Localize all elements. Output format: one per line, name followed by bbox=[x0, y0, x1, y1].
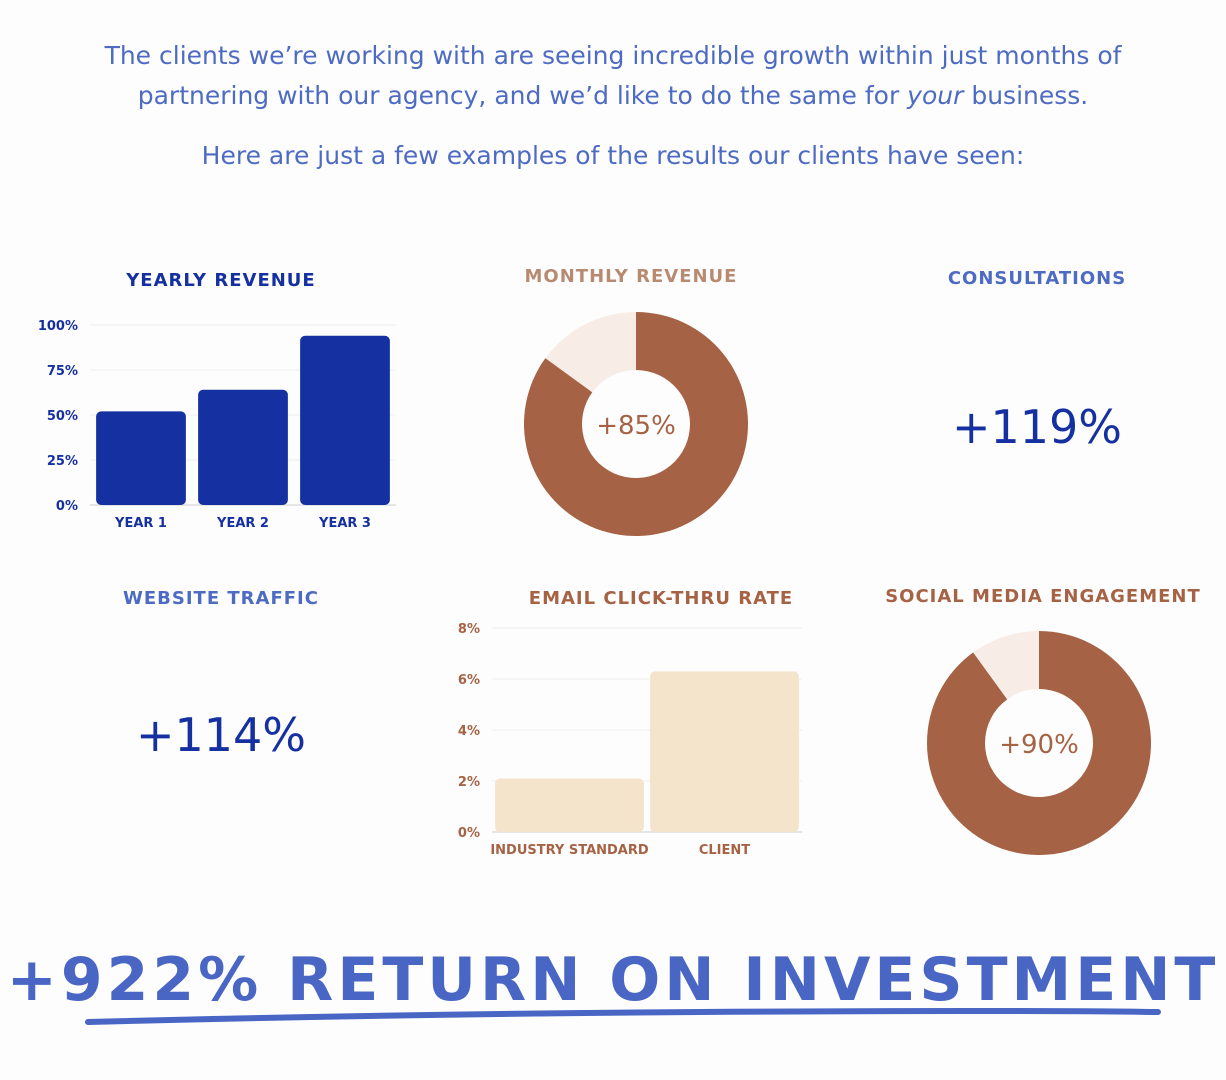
donut-slice-2 bbox=[973, 631, 1039, 700]
consultations-title: CONSULTATIONS bbox=[947, 268, 1127, 289]
monthly-revenue-title: MONTHLY REVENUE bbox=[524, 266, 738, 287]
y-tick-label: 4% bbox=[458, 724, 480, 739]
intro-line-1: The clients we’re working with are seein… bbox=[104, 41, 1122, 70]
roi-underline bbox=[85, 1008, 1161, 1025]
bar-3 bbox=[300, 335, 390, 505]
social-engagement-donut: +90% bbox=[927, 631, 1151, 855]
roi-headline: +922% RETURN ON INVESTMENT bbox=[6, 945, 1220, 1015]
email-ctr-chart: 0% 2% 4% 6% 8% INDUSTRY STANDARD CLIENT bbox=[458, 622, 802, 858]
x-category-label: INDUSTRY STANDARD bbox=[490, 843, 649, 858]
x-category-label: YEAR 1 bbox=[114, 516, 167, 531]
x-category-label: CLIENT bbox=[699, 843, 750, 858]
y-tick-label: 25% bbox=[47, 454, 78, 469]
y-tick-label: 8% bbox=[458, 622, 480, 637]
consultations-value: +119% bbox=[951, 400, 1123, 454]
monthly-revenue-donut: +85% bbox=[524, 312, 748, 536]
donut-slice-1 bbox=[927, 631, 1151, 855]
intro-emphasis: your bbox=[907, 81, 964, 110]
email-ctr-title: EMAIL CLICK-THRU RATE bbox=[528, 588, 794, 609]
y-tick-label: 50% bbox=[47, 409, 78, 424]
x-category-label: YEAR 2 bbox=[216, 516, 269, 531]
intro-line-2: partnering with our agency, and we’d lik… bbox=[137, 81, 1089, 110]
y-tick-label: 0% bbox=[56, 499, 78, 514]
yearly-revenue-title: YEARLY REVENUE bbox=[126, 270, 316, 291]
y-tick-label: 0% bbox=[458, 826, 480, 841]
y-tick-label: 100% bbox=[38, 319, 78, 334]
donut-center-label: +90% bbox=[999, 730, 1079, 760]
donut-slice-1 bbox=[524, 312, 748, 536]
yearly-revenue-chart: 0% 25% 50% 75% 100% YEAR 1 YEAR 2 YEAR 3 bbox=[38, 319, 396, 531]
bar-2 bbox=[198, 389, 288, 505]
social-engagement-title: SOCIAL MEDIA ENGAGEMENT bbox=[885, 586, 1201, 607]
y-tick-label: 6% bbox=[458, 673, 480, 688]
donut-center-label: +85% bbox=[596, 411, 676, 441]
website-traffic-value: +114% bbox=[135, 708, 307, 762]
y-tick-label: 75% bbox=[47, 364, 78, 379]
donut-slice-2 bbox=[545, 312, 636, 393]
bar-1 bbox=[495, 778, 644, 832]
intro-line-3: Here are just a few examples of the resu… bbox=[201, 141, 1025, 170]
bar-2 bbox=[650, 671, 799, 832]
x-category-label: YEAR 3 bbox=[318, 516, 371, 531]
y-tick-label: 2% bbox=[458, 775, 480, 790]
website-traffic-title: WEBSITE TRAFFIC bbox=[123, 588, 319, 609]
bar-1 bbox=[96, 411, 186, 505]
intro-text: The clients we’re working with are seein… bbox=[0, 36, 1226, 176]
